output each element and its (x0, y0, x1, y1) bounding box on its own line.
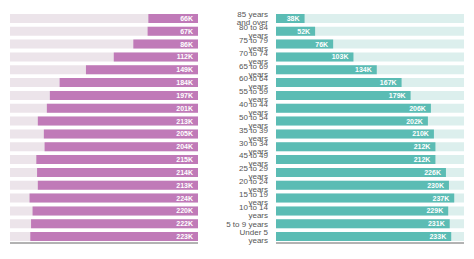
svg-text:213K: 213K (176, 118, 193, 125)
svg-text:237K: 237K (432, 195, 449, 202)
svg-text:231K: 231K (428, 220, 445, 227)
svg-text:184K: 184K (176, 79, 193, 86)
svg-text:38K: 38K (287, 15, 300, 22)
svg-text:167K: 167K (380, 79, 397, 86)
svg-text:213K: 213K (176, 182, 193, 189)
svg-text:212K: 212K (414, 143, 431, 150)
svg-text:202K: 202K (406, 118, 423, 125)
svg-text:103K: 103K (332, 53, 349, 60)
svg-text:149K: 149K (176, 66, 193, 73)
svg-text:230K: 230K (427, 182, 444, 189)
svg-text:134K: 134K (355, 66, 372, 73)
svg-text:226K: 226K (424, 169, 441, 176)
svg-text:229K: 229K (426, 207, 443, 214)
svg-text:212K: 212K (414, 156, 431, 163)
svg-text:205K: 205K (176, 130, 193, 137)
svg-text:86K: 86K (180, 41, 193, 48)
svg-text:52K: 52K (297, 28, 310, 35)
svg-text:220K: 220K (176, 207, 193, 214)
svg-text:206K: 206K (409, 105, 426, 112)
svg-text:5 to 9 years: 5 to 9 years (226, 220, 268, 229)
svg-text:214K: 214K (176, 169, 193, 176)
svg-text:215K: 215K (176, 156, 193, 163)
svg-text:233K: 233K (429, 233, 446, 240)
svg-text:76K: 76K (315, 41, 328, 48)
svg-text:179K: 179K (389, 92, 406, 99)
svg-text:224K: 224K (176, 195, 193, 202)
svg-text:204K: 204K (176, 143, 193, 150)
svg-text:197K: 197K (176, 92, 193, 99)
svg-text:66K: 66K (180, 15, 193, 22)
svg-text:223K: 223K (176, 233, 193, 240)
svg-text:112K: 112K (177, 53, 193, 60)
svg-text:10 to 14years: 10 to 14years (239, 203, 268, 220)
svg-text:67K: 67K (180, 28, 193, 35)
svg-text:210K: 210K (412, 130, 429, 137)
svg-text:Under 5years: Under 5years (240, 228, 269, 245)
svg-text:222K: 222K (176, 220, 193, 227)
svg-text:201K: 201K (176, 105, 193, 112)
